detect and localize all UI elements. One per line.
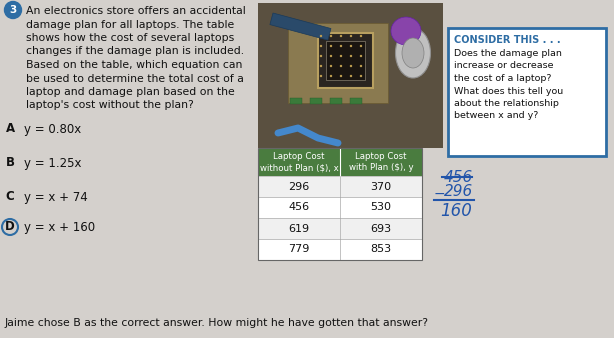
Circle shape (320, 45, 322, 47)
Circle shape (320, 55, 322, 57)
Text: 456: 456 (444, 170, 473, 185)
Circle shape (330, 55, 332, 57)
Text: Laptop Cost
without Plan ($), x: Laptop Cost without Plan ($), x (260, 152, 338, 172)
Bar (258, 239, 422, 260)
Circle shape (320, 65, 322, 67)
Bar (310, 98, 322, 104)
Bar (448, 28, 606, 156)
Circle shape (330, 65, 332, 67)
Text: y = x + 160: y = x + 160 (24, 220, 95, 234)
Circle shape (330, 45, 332, 47)
Circle shape (360, 75, 362, 77)
Text: 160: 160 (440, 202, 472, 220)
Text: D: D (5, 220, 15, 234)
Text: 530: 530 (370, 202, 392, 213)
Circle shape (340, 45, 342, 47)
Bar (290, 98, 302, 104)
Bar (258, 3, 443, 148)
Text: 779: 779 (289, 244, 309, 255)
Circle shape (350, 55, 352, 57)
Text: B: B (6, 156, 15, 169)
Circle shape (350, 65, 352, 67)
Circle shape (360, 35, 362, 37)
Circle shape (330, 75, 332, 77)
Text: changes if the damage plan is included.: changes if the damage plan is included. (26, 47, 244, 56)
Text: A: A (6, 122, 15, 136)
Bar (318, 33, 373, 88)
Text: laptop's cost without the plan?: laptop's cost without the plan? (26, 100, 194, 111)
Text: 296: 296 (444, 184, 473, 199)
Text: Jaime chose B as the correct answer. How might he have gotten that answer?: Jaime chose B as the correct answer. How… (5, 318, 429, 328)
Text: C: C (6, 191, 14, 203)
Text: y = x + 74: y = x + 74 (24, 191, 88, 203)
Circle shape (350, 45, 352, 47)
Circle shape (340, 55, 342, 57)
Text: 693: 693 (370, 223, 392, 234)
Circle shape (330, 35, 332, 37)
Bar (258, 148, 422, 176)
Circle shape (360, 55, 362, 57)
Bar (288, 23, 388, 103)
Text: y = 0.80x: y = 0.80x (24, 122, 81, 136)
Circle shape (320, 35, 322, 37)
Ellipse shape (391, 17, 421, 45)
Bar (258, 176, 422, 197)
Text: 619: 619 (289, 223, 309, 234)
Text: 370: 370 (370, 182, 392, 192)
Text: 296: 296 (289, 182, 309, 192)
Text: 3: 3 (9, 5, 17, 15)
Circle shape (360, 45, 362, 47)
Bar (270, 13, 331, 40)
Text: Does the damage plan
increase or decrease
the cost of a laptop?
What does this t: Does the damage plan increase or decreas… (454, 49, 563, 121)
Text: laptop and damage plan based on the: laptop and damage plan based on the (26, 87, 235, 97)
Text: y = 1.25x: y = 1.25x (24, 156, 82, 169)
Circle shape (4, 1, 21, 19)
Text: be used to determine the total cost of a: be used to determine the total cost of a (26, 73, 244, 83)
Text: CONSIDER THIS . . .: CONSIDER THIS . . . (454, 35, 561, 45)
Circle shape (350, 75, 352, 77)
Text: shows how the cost of several laptops: shows how the cost of several laptops (26, 33, 235, 43)
Circle shape (360, 65, 362, 67)
Text: Based on the table, which equation can: Based on the table, which equation can (26, 60, 243, 70)
Bar (258, 218, 422, 239)
Bar (258, 148, 422, 260)
Circle shape (340, 65, 342, 67)
Circle shape (340, 35, 342, 37)
Ellipse shape (402, 38, 424, 68)
Circle shape (350, 35, 352, 37)
Text: damage plan for all laptops. The table: damage plan for all laptops. The table (26, 20, 235, 29)
Text: Laptop Cost
with Plan ($), y: Laptop Cost with Plan ($), y (349, 152, 413, 172)
Circle shape (340, 75, 342, 77)
Ellipse shape (395, 28, 430, 78)
Bar (350, 98, 362, 104)
Bar (330, 98, 342, 104)
Text: 853: 853 (370, 244, 392, 255)
Text: 456: 456 (289, 202, 309, 213)
Text: An electronics store offers an accidental: An electronics store offers an accidenta… (26, 6, 246, 16)
Text: −: − (434, 187, 446, 201)
Circle shape (320, 75, 322, 77)
Bar (258, 197, 422, 218)
Bar (326, 41, 365, 80)
